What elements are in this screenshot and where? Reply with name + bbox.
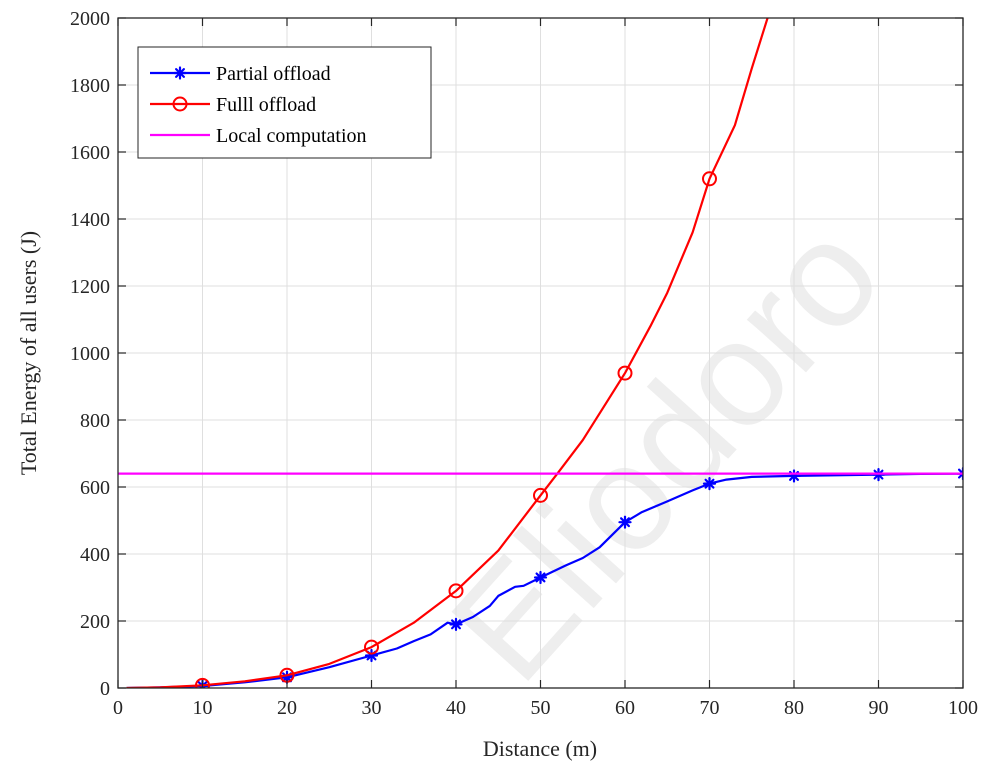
y-tick-label: 0	[100, 678, 110, 700]
data-point-fulll-offload	[617, 365, 633, 381]
marker-stroke	[958, 472, 963, 479]
legend-label-local-computation: Local computation	[216, 125, 367, 147]
series-layer	[118, 18, 963, 688]
data-point-fulll-offload	[364, 639, 379, 655]
y-tick-label: 200	[80, 611, 110, 633]
marker-stroke	[535, 572, 546, 583]
y-tick-label: 1800	[70, 75, 110, 97]
y-tick-label: 1400	[70, 209, 110, 231]
marker-stroke	[620, 517, 630, 528]
marker-stroke	[175, 68, 185, 78]
x-tick-label: 70	[700, 697, 720, 719]
x-tick-label: 40	[446, 697, 466, 719]
marker-stroke	[451, 619, 461, 630]
y-tick-label: 400	[80, 544, 110, 566]
x-tick-label: 0	[113, 697, 123, 719]
y-tick-label: 1200	[70, 276, 110, 298]
x-tick-label: 100	[948, 697, 978, 719]
data-point-fulll-offload	[195, 677, 210, 688]
y-tick-label: 1600	[70, 142, 110, 164]
data-point-partial-offload	[533, 570, 548, 585]
data-point-fulll-offload	[448, 583, 464, 599]
y-tick-label: 600	[80, 477, 110, 499]
legend-label-fulll-offload: Fulll offload	[216, 94, 316, 116]
y-axis-label: Total Energy of all users (J)	[16, 231, 41, 475]
data-point-partial-offload	[618, 515, 632, 529]
x-tick-label: 10	[193, 697, 213, 719]
legend-marker-partial-offload	[173, 66, 187, 80]
legend-marker-fulll-offload	[172, 96, 188, 112]
marker-stroke	[704, 478, 715, 489]
x-axis-label: Distance (m)	[483, 736, 597, 761]
legend-label-partial-offload: Partial offload	[216, 63, 331, 85]
series-line-partial-offload	[126, 472, 963, 688]
x-tick-label: 50	[531, 697, 551, 719]
data-point-fulll-offload	[702, 171, 717, 187]
x-tick-label: 60	[615, 697, 635, 719]
y-tick-label: 1000	[70, 343, 110, 365]
series-line-fulll-offload	[126, 18, 769, 688]
x-tick-label: 30	[362, 697, 382, 719]
axis-ticks: 0 10 20 30 40 50 60 70 80 90 100020040060080010001…	[70, 8, 978, 719]
x-tick-label: 20	[277, 697, 297, 719]
marker-stroke	[958, 468, 963, 476]
series-partial-offload	[126, 467, 963, 688]
x-tick-label: 90	[869, 697, 889, 719]
y-tick-label: 2000	[70, 8, 110, 30]
x-tick-label: 80	[784, 697, 804, 719]
data-point-partial-offload	[702, 477, 717, 491]
y-tick-label: 800	[80, 410, 110, 432]
legend: Partial offload Fulll offload Local comput…	[137, 46, 432, 159]
series-fulll-offload	[126, 18, 769, 688]
data-point-partial-offload	[787, 469, 801, 483]
data-point-fulll-offload	[533, 487, 548, 503]
data-point-partial-offload	[449, 617, 463, 631]
